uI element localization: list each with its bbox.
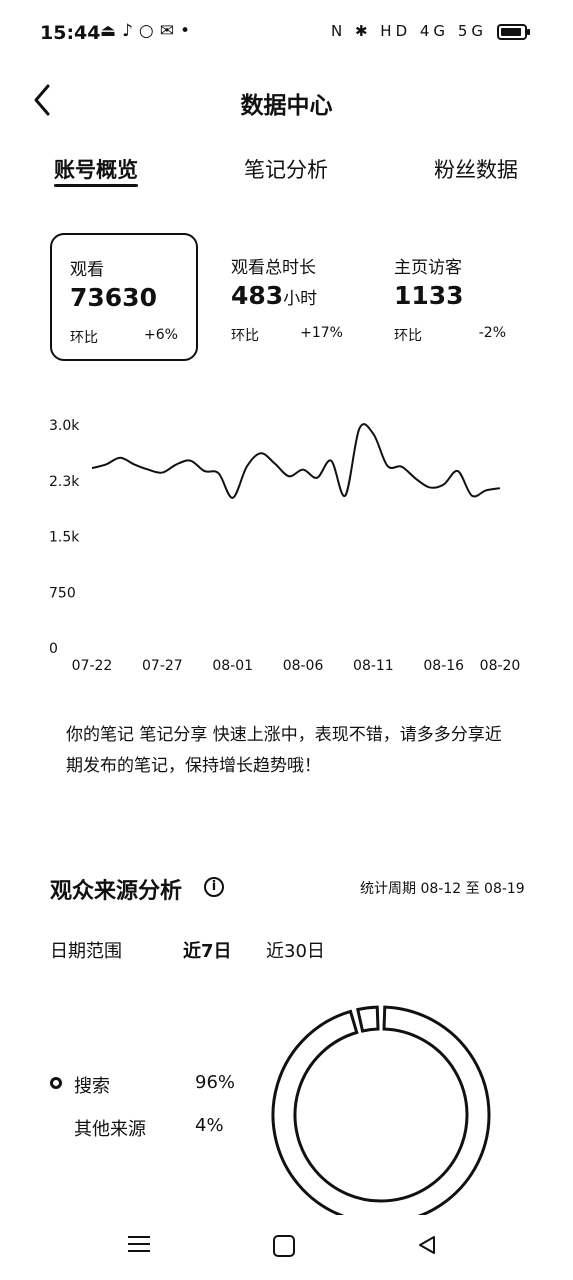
metric-compare-value: -2% — [478, 325, 506, 341]
donut-slice-search — [271, 1005, 491, 1215]
status-time: 15:44 — [40, 22, 101, 44]
metric-compare-label: 环比 — [394, 328, 422, 344]
info-icon[interactable]: i — [204, 877, 224, 897]
chevron-left-icon[interactable] — [28, 82, 58, 118]
donut-slice-other — [356, 1005, 380, 1033]
insight-text: 你的笔记 笔记分享 快速上涨中，表现不错，请多多分享近期发布的笔记，保持增长趋势… — [66, 725, 502, 776]
y-tick-label: 750 — [49, 585, 76, 601]
metric-label: 主页访客 — [394, 258, 462, 278]
tab-fans-data[interactable]: 粉丝数据 — [434, 158, 518, 182]
legend-dot-icon — [50, 1077, 62, 1089]
upload-icon: ⏏ — [100, 21, 123, 41]
views-trend-chart: 0 750 1.5k 2.3k 3.0k 07-22 07-27 08-01 08-06 08-1… — [49, 418, 521, 674]
record-icon: ○ — [138, 21, 160, 41]
metric-label: 观看 — [70, 260, 104, 280]
status-system-icons: N ✱ HD 4G 5G — [330, 22, 487, 40]
battery-icon — [497, 24, 530, 40]
home-square-icon[interactable] — [273, 1235, 295, 1257]
range-option-30d[interactable]: 近30日 — [266, 941, 325, 962]
menu-icon[interactable] — [128, 1234, 152, 1254]
x-tick-label: 08-11 — [353, 658, 394, 674]
views-series-line — [91, 423, 501, 499]
metric-compare-value: +17% — [300, 325, 343, 341]
metric-card-watch-time[interactable]: 观看总时长 483小时 环比 +17% — [213, 233, 361, 361]
y-tick-label: 3.0k — [49, 418, 80, 434]
tab-active-indicator — [54, 184, 138, 187]
metric-value: 73630 — [70, 283, 157, 312]
date-range-label: 日期范围 — [50, 941, 122, 962]
x-tick-label: 08-01 — [212, 658, 253, 674]
source-donut-chart — [271, 1005, 491, 1215]
tiktok-icon: ♪ — [122, 21, 139, 41]
metric-card-profile-visitors[interactable]: 主页访客 1133 环比 -2% — [376, 233, 524, 361]
y-tick-label: 2.3k — [49, 474, 80, 490]
x-tick-label: 08-06 — [283, 658, 324, 674]
metric-label: 观看总时长 — [231, 258, 316, 278]
metric-compare-label: 环比 — [70, 330, 98, 346]
metric-compare-label: 环比 — [231, 328, 259, 344]
back-triangle-icon[interactable] — [416, 1234, 438, 1256]
range-option-7d[interactable]: 近7日 — [183, 941, 232, 962]
x-tick-label: 07-27 — [142, 658, 183, 674]
stat-period: 统计周期 08-12 至 08-19 — [360, 881, 525, 897]
status-notification-icons: ⏏♪○✉• — [100, 21, 196, 41]
x-tick-label: 07-22 — [72, 658, 113, 674]
metric-compare-value: +6% — [144, 327, 178, 343]
metric-value: 483小时 — [231, 281, 318, 310]
metric-card-views[interactable]: 观看 73630 环比 +6% — [50, 233, 198, 361]
page-title: 数据中心 — [240, 93, 333, 119]
wechat-icon: ✉ — [159, 21, 181, 41]
dot-icon: • — [180, 21, 197, 41]
y-tick-label: 1.5k — [49, 530, 80, 546]
tab-note-analysis[interactable]: 笔记分析 — [244, 158, 328, 182]
x-tick-label: 08-20 — [480, 658, 521, 674]
section-title: 观众来源分析 — [50, 879, 183, 904]
x-tick-label: 08-16 — [423, 658, 464, 674]
tab-account-overview[interactable]: 账号概览 — [54, 158, 138, 182]
metric-value: 1133 — [394, 281, 464, 310]
y-tick-label: 0 — [49, 641, 58, 657]
